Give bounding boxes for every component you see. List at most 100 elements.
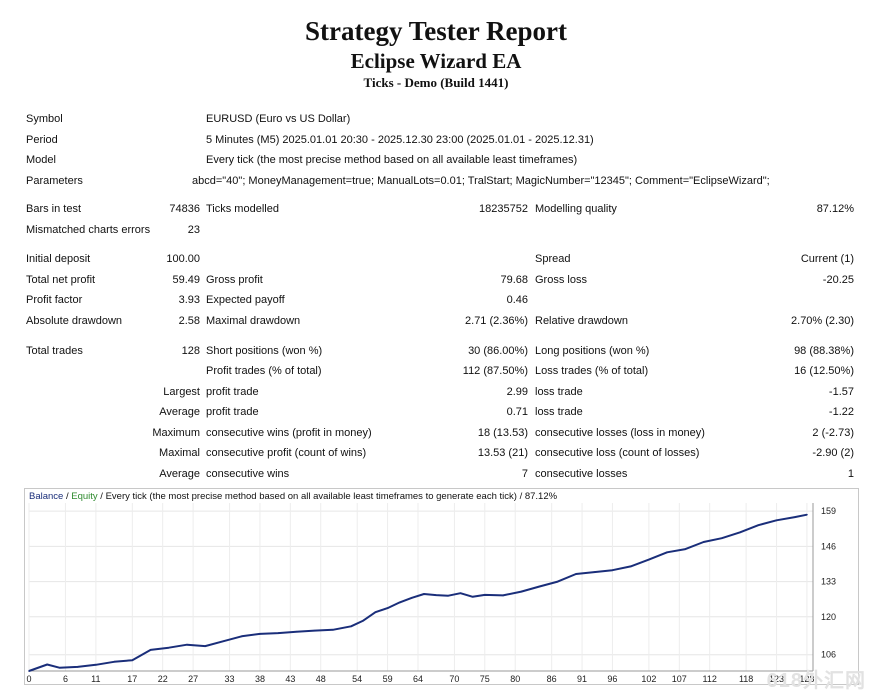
x-tick-label: 112 [703,674,717,684]
balance-point [471,595,474,598]
balance-point [398,601,401,604]
relative-drawdown-value: 2.70% (2.30) [791,315,854,327]
symbol-label: Symbol [26,113,63,125]
x-tick-label: 118 [739,674,753,684]
gross-profit-value: 79.68 [500,274,528,286]
balance-point [58,666,61,669]
x-tick-label: 48 [316,674,326,684]
balance-chart: 106 120 133 146 159 0 6 11 17 22 27 33 38 43 48 54 59 64 7… [24,488,859,685]
balance-point [593,571,596,573]
profit-trades-label: Profit trades (% of total) [206,365,322,377]
profit-factor-value: 3.93 [178,294,200,306]
balance-point [447,594,450,597]
bars-in-test-value: 74836 [169,203,200,215]
build-info: Ticks - Demo (Build 1441) [363,75,509,90]
maximal-consec-loss-label: consecutive loss (count of losses) [535,447,700,459]
gross-profit-label: Gross profit [206,274,263,286]
maximal-drawdown-label: Maximal drawdown [206,315,301,327]
x-tick-label: 0 [26,674,31,684]
x-tick-label: 17 [127,674,137,684]
balance-point [739,531,741,534]
expert-name: Eclipse Wizard EA [350,49,522,73]
mismatched-label: Mismatched charts errors [26,224,151,236]
profit-factor-label: Profit factor [26,294,83,306]
y-tick-label: 133 [821,577,836,587]
modelling-quality-value: 87.12% [816,203,854,215]
balance-point [113,660,115,663]
largest-profit-label: profit trade [206,386,259,398]
profit-trades-value: 112 (87.50%) [462,365,528,377]
y-tick-label: 146 [821,541,836,551]
max-consec-losses-label: consecutive losses (loss in money) [535,427,705,439]
x-tick-label: 64 [413,674,423,684]
average-profit-value: 0.71 [506,406,528,418]
balance-point [277,632,279,634]
balance-point [295,630,298,633]
x-tick-label: 123 [769,674,784,684]
x-tick-label: 128 [799,674,814,684]
avg-consec-losses-value: 1 [847,468,854,480]
bars-in-test-label: Bars in test [26,203,82,215]
x-tick-label: 27 [188,674,198,684]
model-value: Every tick (the most precise method base… [206,154,578,166]
report-header: Strategy Tester Report Eclipse Wizard EA… [0,14,872,92]
average2-label: Average [159,468,200,480]
net-profit-label: Total net profit [26,274,96,286]
period-label: Period [26,134,58,146]
spread-value: Current (1) [800,253,854,265]
report-title: Strategy Tester Report [305,16,567,46]
y-tick-label: 106 [821,650,836,660]
balance-point [702,541,705,543]
average-label: Average [159,406,200,418]
total-trades-label: Total trades [26,345,83,357]
largest-profit-value: 2.99 [506,386,528,398]
long-positions-value: 98 (88.38%) [794,345,854,357]
x-tick-label: 11 [91,674,100,684]
average-loss-value: -1.22 [828,406,854,418]
x-tick-label: 102 [641,674,656,684]
maximal-consec-profit-label: consecutive profit (count of wins) [206,447,367,459]
chart-canvas: 106 120 133 146 159 0 6 11 17 22 27 33 38 43 48 54 59 64 7… [26,503,836,684]
x-tick-label: 86 [547,674,557,684]
caption-rest: / Every tick (the most precise method ba… [97,491,558,502]
balance-point [350,625,352,628]
avg-consec-wins-label: consecutive wins [206,468,290,480]
average-loss-label: loss trade [535,406,583,418]
max-consec-wins-label: consecutive wins (profit in money) [206,427,372,439]
avg-consec-losses-label: consecutive losses [535,468,628,480]
symbol-value: EURUSD (Euro vs US Dollar) [206,113,351,125]
long-positions-label: Long positions (won %) [535,345,650,357]
absolute-drawdown-value: 2.58 [178,315,200,327]
caption-sep: / [63,491,72,502]
loss-trades-value: 16 (12.50%) [794,365,854,377]
balance-point [131,659,134,661]
site-watermark: 618外汇网 [766,670,866,692]
balance-point [538,585,541,588]
modelling-quality-label: Modelling quality [535,203,617,215]
x-tick-label: 22 [158,674,168,684]
x-tick-label: 107 [672,674,687,684]
balance-point [757,524,760,527]
balance-point [362,619,365,622]
balance-point [259,633,261,635]
balance-point [435,594,437,596]
balance-point [502,594,504,597]
maximum-label: Maximum [152,427,200,439]
max-consec-wins-value: 18 (13.53) [477,427,528,439]
balance-point [459,592,462,595]
balance-point [222,640,225,642]
balance-point [721,537,723,540]
y-tick-label: 120 [821,612,836,622]
balance-point [149,649,152,651]
balance-point [186,643,188,646]
largest-loss-value: -1.57 [828,386,854,398]
short-positions-value: 30 (86.00%) [468,345,528,357]
balance-point [806,513,808,516]
ticks-modelled-label: Ticks modelled [206,203,279,215]
balance-point [46,663,49,666]
caption-equity: Equity [71,491,98,502]
maximal-consec-profit-value: 13.53 (21) [477,447,528,459]
balance-point [484,594,486,596]
balance-point [520,590,523,593]
average-profit-label: profit trade [206,406,259,418]
